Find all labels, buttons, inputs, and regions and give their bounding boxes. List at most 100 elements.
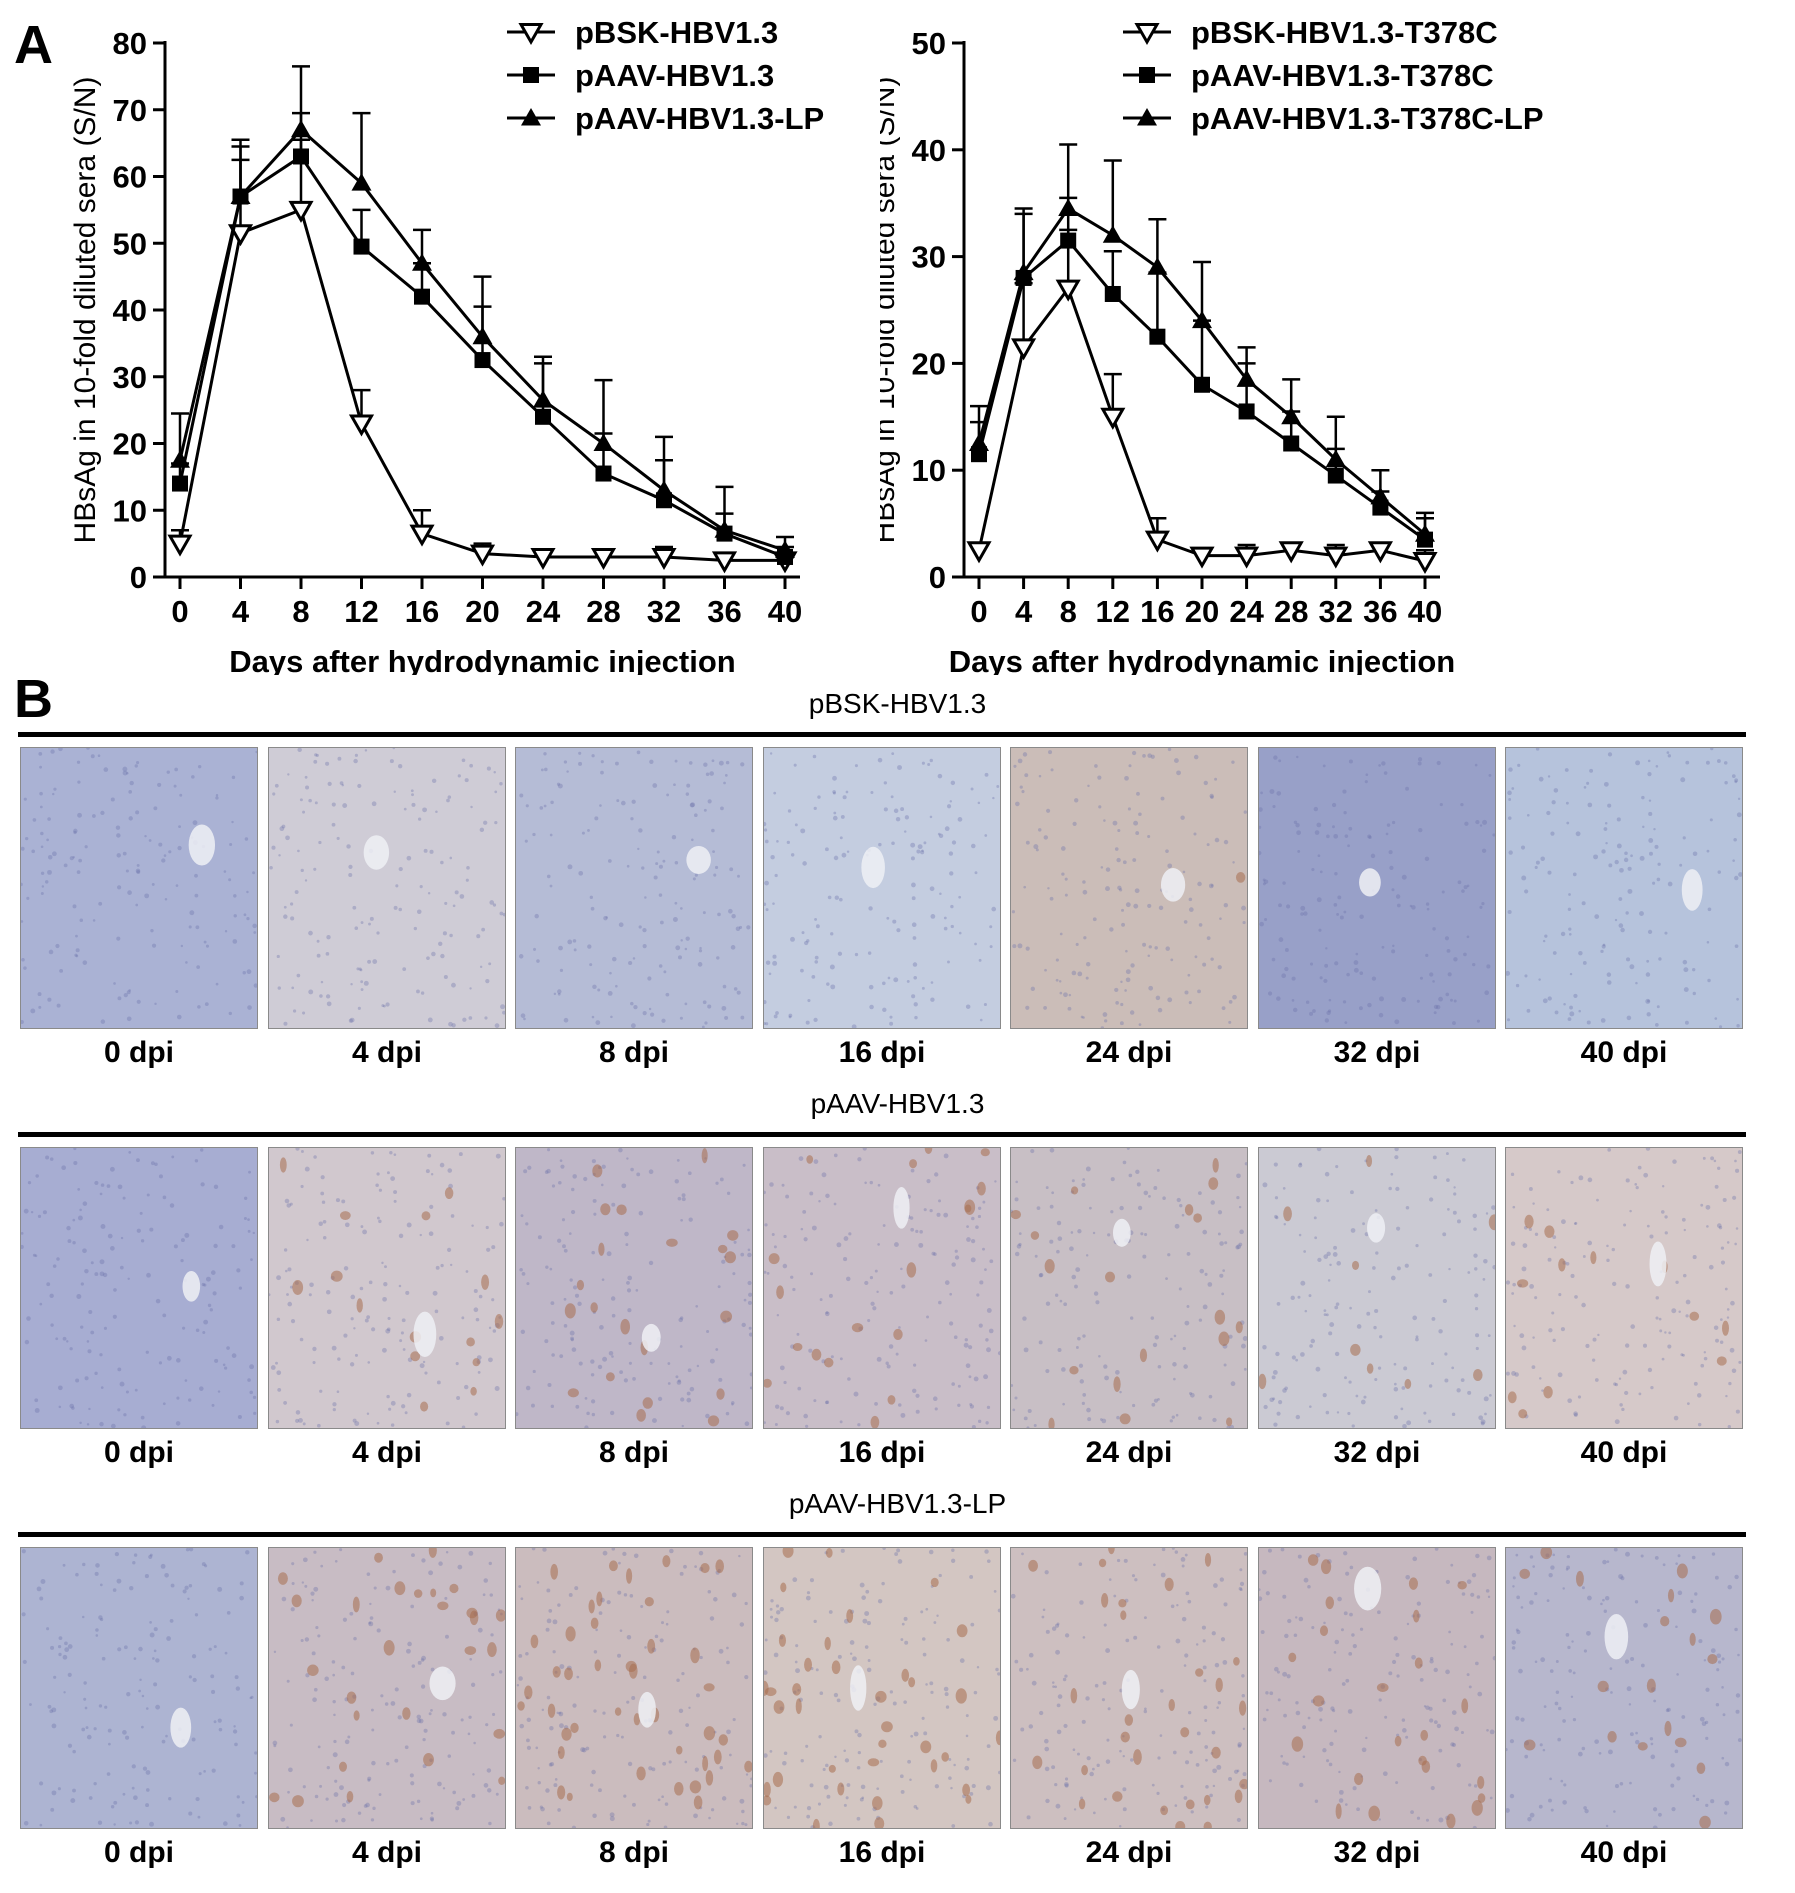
stained-cell — [1118, 1599, 1127, 1608]
x-axis-title: Days after hydrodynamic injection — [229, 644, 735, 675]
stained-cell — [1488, 1214, 1495, 1231]
stained-cell — [592, 1164, 603, 1178]
nucleus — [1470, 1610, 1474, 1614]
nucleus — [1655, 1296, 1659, 1300]
nucleus — [1353, 960, 1359, 965]
nucleus — [1221, 1006, 1226, 1011]
nucleus — [1276, 1670, 1280, 1674]
nucleus — [1273, 755, 1278, 760]
nucleus — [677, 1379, 681, 1383]
nucleus — [1203, 1679, 1207, 1683]
nucleus — [525, 1652, 529, 1656]
nucleus — [1621, 1407, 1625, 1412]
nucleus — [1678, 1310, 1681, 1313]
nucleus — [421, 1655, 426, 1661]
nucleus — [970, 1257, 976, 1263]
nucleus — [1327, 1279, 1331, 1282]
stained-cell — [851, 1323, 864, 1333]
nucleus — [75, 948, 80, 953]
stained-cell — [1211, 1746, 1221, 1759]
nucleus — [546, 1618, 552, 1624]
nucleus — [854, 1729, 859, 1734]
nucleus — [834, 895, 840, 900]
nucleus — [1486, 964, 1491, 969]
nucleus — [1348, 1380, 1352, 1384]
stained-cell — [1366, 1155, 1373, 1168]
nucleus — [1324, 963, 1329, 968]
nucleus — [144, 893, 150, 899]
nucleus — [1670, 1763, 1675, 1768]
nucleus — [430, 1708, 433, 1712]
y-tick-label: 0 — [929, 560, 946, 595]
nucleus — [343, 1266, 349, 1271]
stained-cell — [487, 1642, 497, 1658]
nucleus — [125, 869, 129, 873]
nucleus — [716, 956, 720, 960]
nucleus — [1188, 1001, 1192, 1005]
nucleus — [806, 1814, 811, 1819]
nucleus — [276, 1317, 281, 1322]
nucleus — [117, 1647, 122, 1652]
nucleus — [161, 858, 166, 863]
nucleus — [1122, 1754, 1125, 1758]
nucleus — [368, 1280, 373, 1285]
stained-cell — [1307, 1554, 1319, 1566]
stained-cell — [977, 1181, 986, 1196]
nucleus — [1216, 1706, 1219, 1709]
nucleus — [903, 1616, 908, 1621]
nucleus — [1572, 1671, 1576, 1675]
nucleus — [125, 1390, 129, 1394]
nucleus — [559, 1664, 565, 1670]
nucleus — [1011, 1384, 1014, 1387]
nucleus — [630, 1001, 634, 1006]
nucleus — [376, 1628, 381, 1633]
x-tick-label: 8 — [1060, 594, 1077, 629]
nucleus — [696, 1364, 700, 1368]
stained-cell — [1139, 1348, 1148, 1363]
nucleus — [882, 1007, 887, 1013]
nucleus — [1568, 893, 1571, 896]
nucleus — [427, 1153, 432, 1158]
stained-cell — [1524, 1214, 1534, 1229]
nucleus — [654, 1634, 659, 1639]
marker-triangle-up — [291, 119, 311, 138]
nucleus — [21, 1612, 26, 1617]
nucleus — [618, 1148, 623, 1153]
nucleus — [287, 1301, 293, 1307]
nucleus — [1446, 948, 1451, 953]
nucleus — [677, 1196, 682, 1201]
nucleus — [1014, 1396, 1018, 1400]
nucleus — [97, 754, 101, 757]
nucleus — [1732, 859, 1735, 862]
nucleus — [1686, 1402, 1690, 1406]
nucleus — [1105, 886, 1110, 892]
nucleus — [859, 1582, 865, 1588]
nucleus — [838, 897, 843, 902]
nucleus — [770, 1599, 774, 1603]
nucleus — [1438, 1329, 1443, 1334]
nucleus — [911, 882, 916, 888]
nucleus — [711, 759, 715, 763]
micrograph-image — [1010, 747, 1248, 1029]
stained-cell — [727, 1230, 739, 1241]
nucleus — [614, 761, 619, 766]
nucleus — [1081, 1719, 1086, 1724]
x-tick-label: 32 — [647, 594, 681, 629]
nucleus — [1529, 1555, 1534, 1559]
nucleus — [886, 1364, 891, 1369]
nucleus — [774, 1423, 778, 1426]
nucleus — [567, 864, 573, 870]
nucleus — [1050, 768, 1054, 772]
nucleus — [1402, 1423, 1407, 1428]
nucleus — [226, 1346, 230, 1350]
nucleus — [602, 1550, 608, 1556]
stained-cell — [1350, 1343, 1361, 1356]
nucleus — [1390, 1172, 1394, 1176]
nucleus — [1026, 1815, 1031, 1820]
nucleus — [1338, 1798, 1344, 1803]
nucleus — [714, 865, 719, 870]
marker-triangle-down — [518, 23, 544, 46]
nucleus — [76, 870, 81, 874]
nucleus — [809, 1783, 814, 1788]
nucleus — [383, 1004, 386, 1008]
